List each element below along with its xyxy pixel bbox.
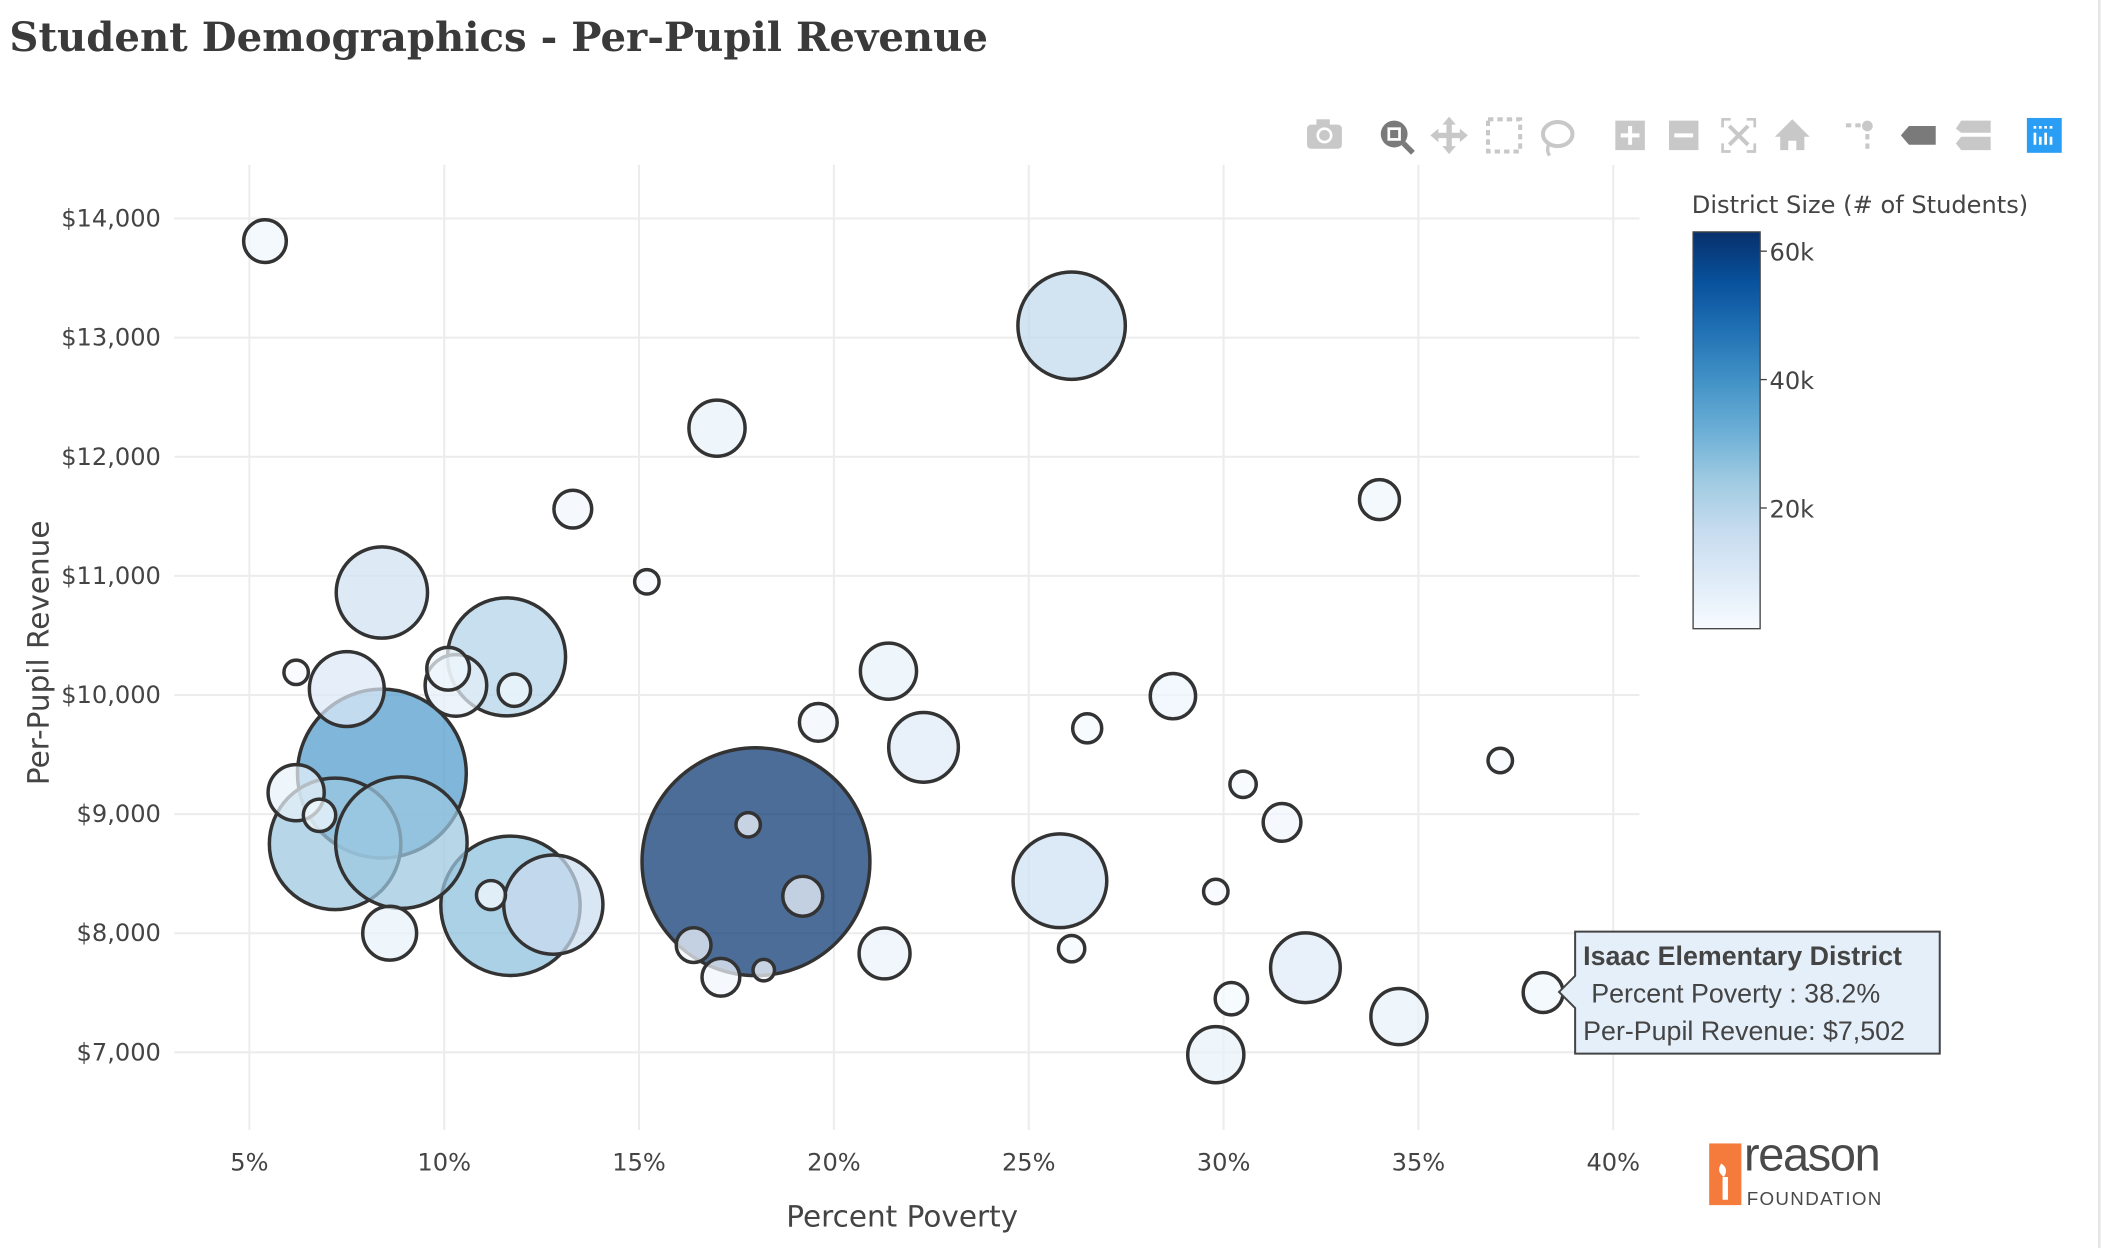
tooltip-line-revenue: Per-Pupil Revenue: $7,502 <box>1583 1016 1905 1046</box>
bubble-point[interactable] <box>425 645 472 692</box>
bubble-point[interactable] <box>1228 769 1258 800</box>
bubble-point[interactable] <box>1011 832 1109 930</box>
y-axis-title: Per-Pupil Revenue <box>21 521 55 786</box>
page-title: Student Demographics - Per-Pupil Revenue <box>9 14 988 61</box>
colorbar: District Size (# of Students) 20k 40k 60k <box>1692 191 2028 630</box>
x-tick-label: 10% <box>417 1148 471 1176</box>
colorbar-gradient <box>1692 231 1761 630</box>
y-tick-label: $10,000 <box>61 681 161 709</box>
x-tick-label: 20% <box>807 1148 861 1176</box>
y-tick-label: $7,000 <box>77 1038 161 1066</box>
colorbar-tick-label: 60k <box>1770 239 1815 267</box>
x-axis-ticks: 5% 10% 15% 20% 25% 30% 35% 40% <box>230 1148 1640 1176</box>
logo-sub: FOUNDATION <box>1747 1188 1883 1209</box>
pan-icon[interactable] <box>1430 116 1468 155</box>
x-tick-label: 5% <box>230 1148 268 1176</box>
bubble-point[interactable] <box>474 878 508 912</box>
y-tick-label: $9,000 <box>77 800 161 828</box>
bubble-point[interactable] <box>1369 986 1429 1047</box>
camera-icon[interactable] <box>1307 119 1342 149</box>
grid <box>174 164 1640 1131</box>
bubble-point[interactable] <box>781 874 825 918</box>
box-select-icon[interactable] <box>1485 117 1523 154</box>
hover-tooltip: Isaac Elementary District Percent Povert… <box>1557 930 1941 1055</box>
bubble-point[interactable] <box>1521 970 1565 1015</box>
zoom-icon[interactable] <box>1380 120 1415 155</box>
bubble-point[interactable] <box>886 710 961 784</box>
y-tick-label: $8,000 <box>77 919 161 947</box>
bubble-point[interactable] <box>1261 801 1303 844</box>
y-tick-label: $13,000 <box>61 324 161 352</box>
y-axis-ticks: $7,000 $8,000 $9,000 $10,000 $11,000 $12,000 $… <box>61 205 161 1067</box>
colorbar-tick-label: 40k <box>1770 367 1815 395</box>
bubble-point[interactable] <box>1070 712 1104 745</box>
bubble-point[interactable] <box>361 904 419 962</box>
bubble-point[interactable] <box>282 658 311 687</box>
x-tick-label: 25% <box>1002 1148 1056 1176</box>
bubble-point[interactable] <box>496 672 533 709</box>
bubble-point[interactable] <box>552 488 594 530</box>
bubble-point[interactable] <box>857 926 912 981</box>
x-tick-label: 30% <box>1197 1148 1251 1176</box>
y-tick-label: $11,000 <box>61 562 161 590</box>
bubble-point[interactable] <box>700 956 742 998</box>
x-tick-label: 35% <box>1392 1148 1446 1176</box>
bubble-point[interactable] <box>1486 746 1515 775</box>
bubbles <box>241 218 1565 1085</box>
modebar <box>1307 116 2062 157</box>
bubble-point[interactable] <box>1357 477 1402 522</box>
bubble-point[interactable] <box>1148 671 1198 721</box>
y-tick-label: $12,000 <box>61 443 161 471</box>
bubble-point[interactable] <box>1268 931 1342 1005</box>
bubble-point[interactable] <box>1201 877 1230 906</box>
bubble-point[interactable] <box>307 649 386 729</box>
colorbar-tick-label: 20k <box>1770 495 1815 523</box>
tooltip-box <box>1557 930 1941 1055</box>
bubble-point[interactable] <box>751 957 777 983</box>
home-icon[interactable] <box>1774 119 1810 151</box>
bubble-point[interactable] <box>687 398 747 458</box>
bubble-point[interactable] <box>333 775 469 911</box>
bubble-point[interactable] <box>1213 980 1250 1017</box>
lasso-select-icon[interactable] <box>1540 119 1575 157</box>
bubble-point[interactable] <box>501 853 605 956</box>
hover-compare-icon[interactable] <box>1955 120 1991 151</box>
spike-lines-icon[interactable] <box>1845 120 1873 149</box>
zoom-in-icon[interactable] <box>1615 120 1645 151</box>
zoom-out-icon[interactable] <box>1668 120 1699 151</box>
y-tick-label: $14,000 <box>61 205 161 233</box>
bubble-point[interactable] <box>1185 1024 1246 1085</box>
bubble-point[interactable] <box>797 701 839 743</box>
bubble-point[interactable] <box>1056 933 1087 964</box>
x-tick-label: 40% <box>1586 1148 1640 1176</box>
logo-word: reason <box>1744 1128 1879 1180</box>
tooltip-title: Isaac Elementary District <box>1583 941 1902 971</box>
colorbar-title: District Size (# of Students) <box>1692 191 2028 219</box>
hover-closest-icon[interactable] <box>1900 126 1936 145</box>
bubble-point[interactable] <box>734 810 763 839</box>
bubble-point[interactable] <box>858 641 919 701</box>
bubble-point[interactable] <box>334 545 430 640</box>
tooltip-line-poverty: Percent Poverty : 38.2% <box>1591 979 1880 1009</box>
bubble-point[interactable] <box>1016 270 1128 382</box>
bubble-point[interactable] <box>632 567 661 596</box>
plotly-logo-icon[interactable] <box>2026 117 2062 153</box>
x-tick-label: 15% <box>612 1148 666 1176</box>
bubble-point[interactable] <box>301 797 338 834</box>
autoscale-icon[interactable] <box>1721 117 1757 153</box>
bubble-point[interactable] <box>674 925 713 965</box>
bubble-point[interactable] <box>241 218 289 265</box>
x-axis-title: Percent Poverty <box>786 1200 1018 1234</box>
reason-foundation-logo: reason FOUNDATION <box>1709 1128 1883 1209</box>
